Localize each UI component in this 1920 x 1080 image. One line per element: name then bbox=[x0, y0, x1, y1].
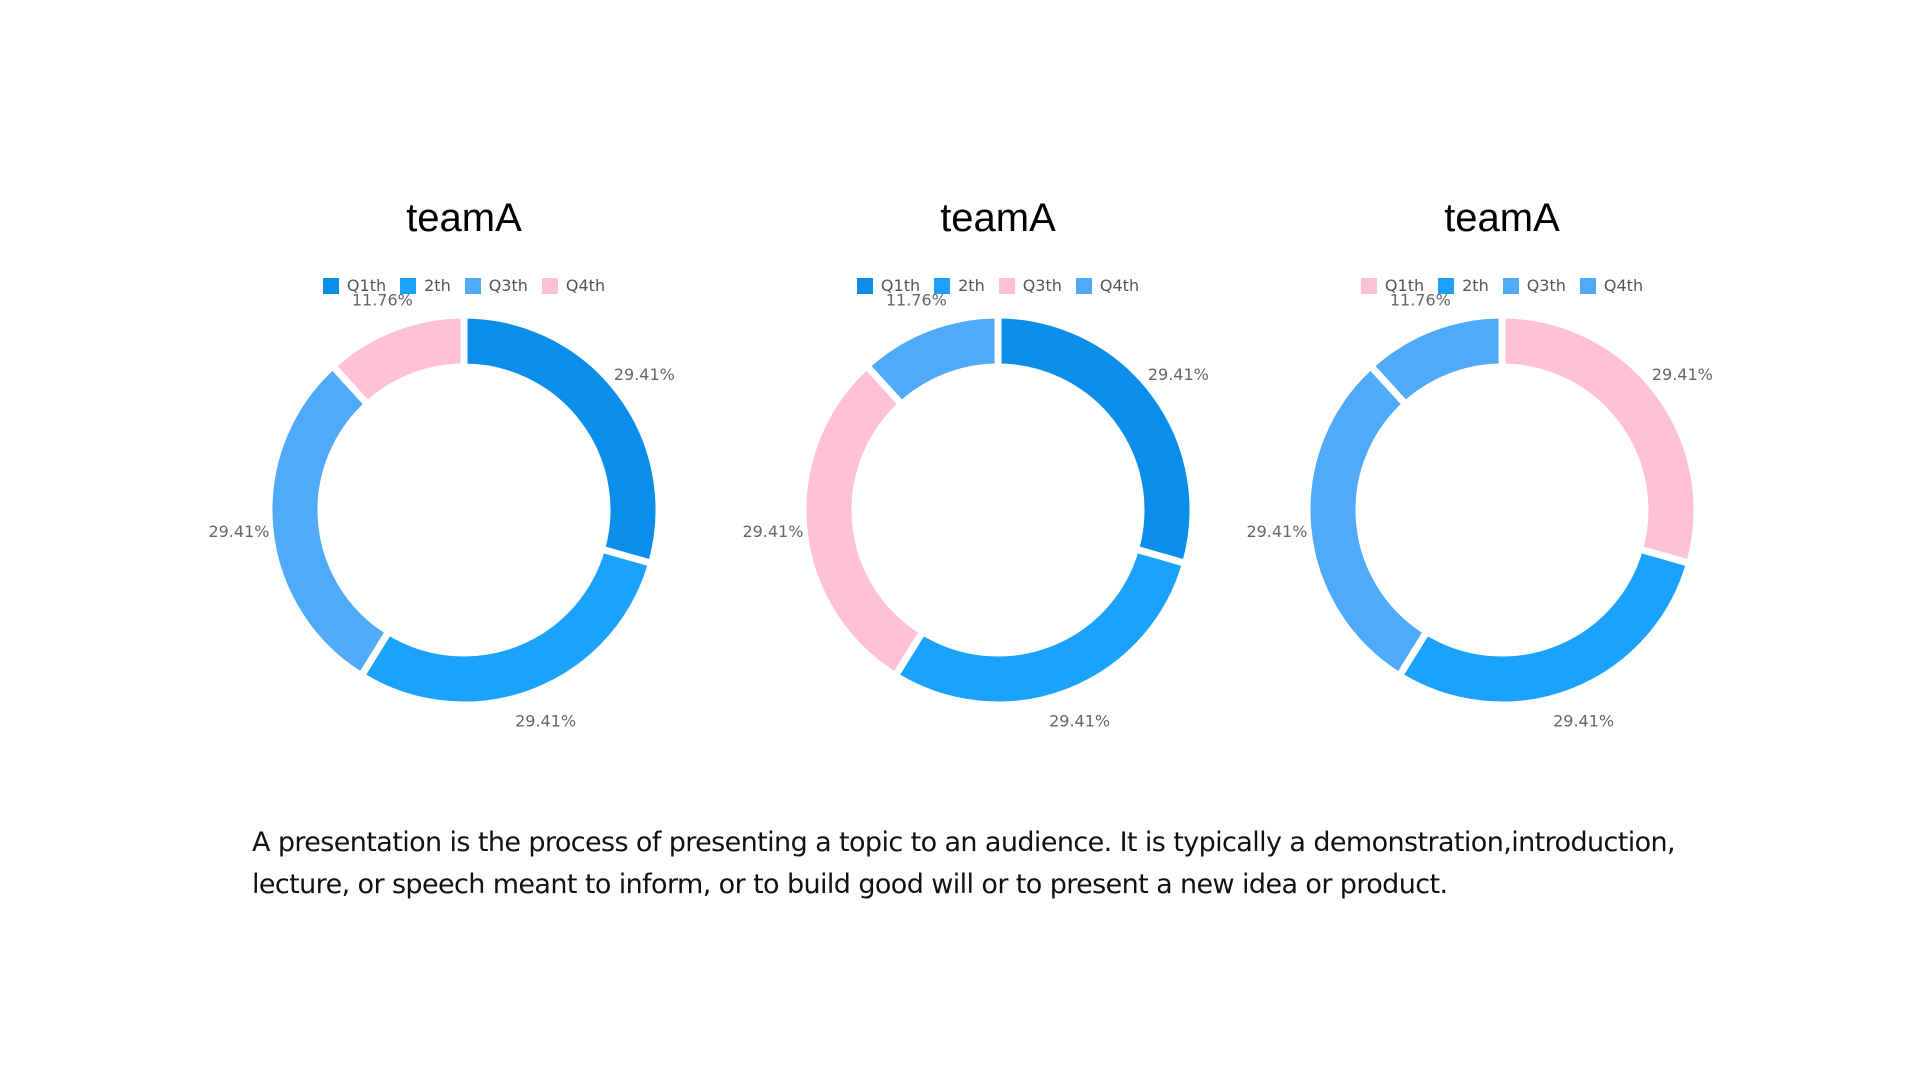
legend-label: 2th bbox=[424, 276, 451, 295]
legend-swatch bbox=[400, 277, 417, 294]
legend-swatch bbox=[998, 277, 1015, 294]
data-label: 29.41% bbox=[515, 712, 576, 731]
description-text: A presentation is the process of present… bbox=[252, 827, 1676, 900]
slice-q3th[interactable] bbox=[799, 360, 928, 681]
donut-chart-3: 29.41% 29.41% 29.41% 11.76% teamA Q1th 2th Q3th… bbox=[1222, 0, 1782, 760]
data-label: 11.76% bbox=[1390, 290, 1451, 309]
legend-item[interactable]: Q4th bbox=[541, 276, 606, 295]
data-label: 29.41% bbox=[208, 522, 269, 541]
legend-item[interactable]: Q4th bbox=[1579, 276, 1644, 295]
legend-label: Q4th bbox=[565, 276, 606, 295]
legend-item[interactable]: Q1th bbox=[856, 276, 921, 295]
legend-swatch bbox=[856, 277, 873, 294]
slice-q1th[interactable] bbox=[1498, 311, 1701, 568]
data-label: 29.41% bbox=[742, 522, 803, 541]
legend: Q1th 2th Q3th Q4th bbox=[184, 276, 744, 295]
legend-swatch bbox=[1579, 277, 1596, 294]
legend-label: Q3th bbox=[1022, 276, 1062, 295]
data-label: 29.41% bbox=[1652, 365, 1713, 384]
data-label: 29.41% bbox=[1246, 522, 1307, 541]
donut-svg: 29.41% 29.41% 29.41% 11.76% bbox=[208, 290, 675, 731]
slice-2th[interactable] bbox=[890, 544, 1190, 709]
slice-q3th[interactable] bbox=[265, 360, 394, 681]
slice-q4th[interactable] bbox=[1365, 311, 1506, 410]
slice-q1th[interactable] bbox=[994, 311, 1197, 568]
donut-chart-1: 29.41% 29.41% 29.41% 11.76% teamA Q1th 2th Q3th… bbox=[184, 0, 744, 760]
data-label: 29.41% bbox=[1148, 365, 1209, 384]
legend: Q1th 2th Q3th Q4th bbox=[718, 276, 1278, 295]
data-label: 29.41% bbox=[1049, 712, 1110, 731]
donut-svg: 29.41% 29.41% 29.41% 11.76% bbox=[742, 290, 1209, 731]
legend-label: Q1th bbox=[1384, 276, 1425, 295]
legend-label: Q3th bbox=[488, 276, 528, 295]
legend-label: 2th bbox=[1462, 276, 1489, 295]
legend: Q1th 2th Q3th Q4th bbox=[1222, 276, 1782, 295]
slice-q1th[interactable] bbox=[460, 311, 663, 568]
chart-title: teamA bbox=[940, 196, 1056, 240]
legend-item[interactable]: Q1th bbox=[1360, 276, 1425, 295]
legend-swatch bbox=[322, 277, 339, 294]
slice-2th[interactable] bbox=[356, 544, 656, 709]
slice-2th[interactable] bbox=[1394, 544, 1694, 709]
legend-label: Q1th bbox=[880, 276, 921, 295]
legend-item[interactable]: Q4th bbox=[1075, 276, 1140, 295]
legend-item[interactable]: Q1th bbox=[322, 276, 387, 295]
legend-item[interactable]: Q3th bbox=[1502, 276, 1566, 295]
data-label: 29.41% bbox=[1553, 712, 1614, 731]
legend-swatch bbox=[1502, 277, 1519, 294]
slice-q4th[interactable] bbox=[327, 311, 468, 410]
legend-item[interactable]: Q3th bbox=[464, 276, 528, 295]
legend-swatch bbox=[934, 277, 951, 294]
data-label: 11.76% bbox=[352, 290, 413, 309]
legend-item[interactable]: 2th bbox=[400, 276, 451, 295]
chart-title: teamA bbox=[1444, 196, 1560, 240]
legend-swatch bbox=[1438, 277, 1455, 294]
legend-label: 2th bbox=[958, 276, 985, 295]
legend-label: Q4th bbox=[1099, 276, 1140, 295]
legend-swatch bbox=[1075, 277, 1092, 294]
legend-item[interactable]: 2th bbox=[934, 276, 985, 295]
data-label: 29.41% bbox=[614, 365, 675, 384]
legend-label: Q1th bbox=[346, 276, 387, 295]
legend-swatch bbox=[541, 277, 558, 294]
legend-swatch bbox=[1360, 277, 1377, 294]
data-label: 11.76% bbox=[886, 290, 947, 309]
slice-q4th[interactable] bbox=[861, 311, 1002, 410]
legend-item[interactable]: Q3th bbox=[998, 276, 1062, 295]
donut-svg: 29.41% 29.41% 29.41% 11.76% bbox=[1246, 290, 1713, 731]
legend-item[interactable]: 2th bbox=[1438, 276, 1489, 295]
legend-label: Q4th bbox=[1603, 276, 1644, 295]
slice-q3th[interactable] bbox=[1303, 360, 1432, 681]
legend-swatch bbox=[464, 277, 481, 294]
chart-title: teamA bbox=[406, 196, 522, 240]
legend-label: Q3th bbox=[1526, 276, 1566, 295]
donut-chart-2: 29.41% 29.41% 29.41% 11.76% teamA Q1th 2th Q3th… bbox=[718, 0, 1278, 760]
